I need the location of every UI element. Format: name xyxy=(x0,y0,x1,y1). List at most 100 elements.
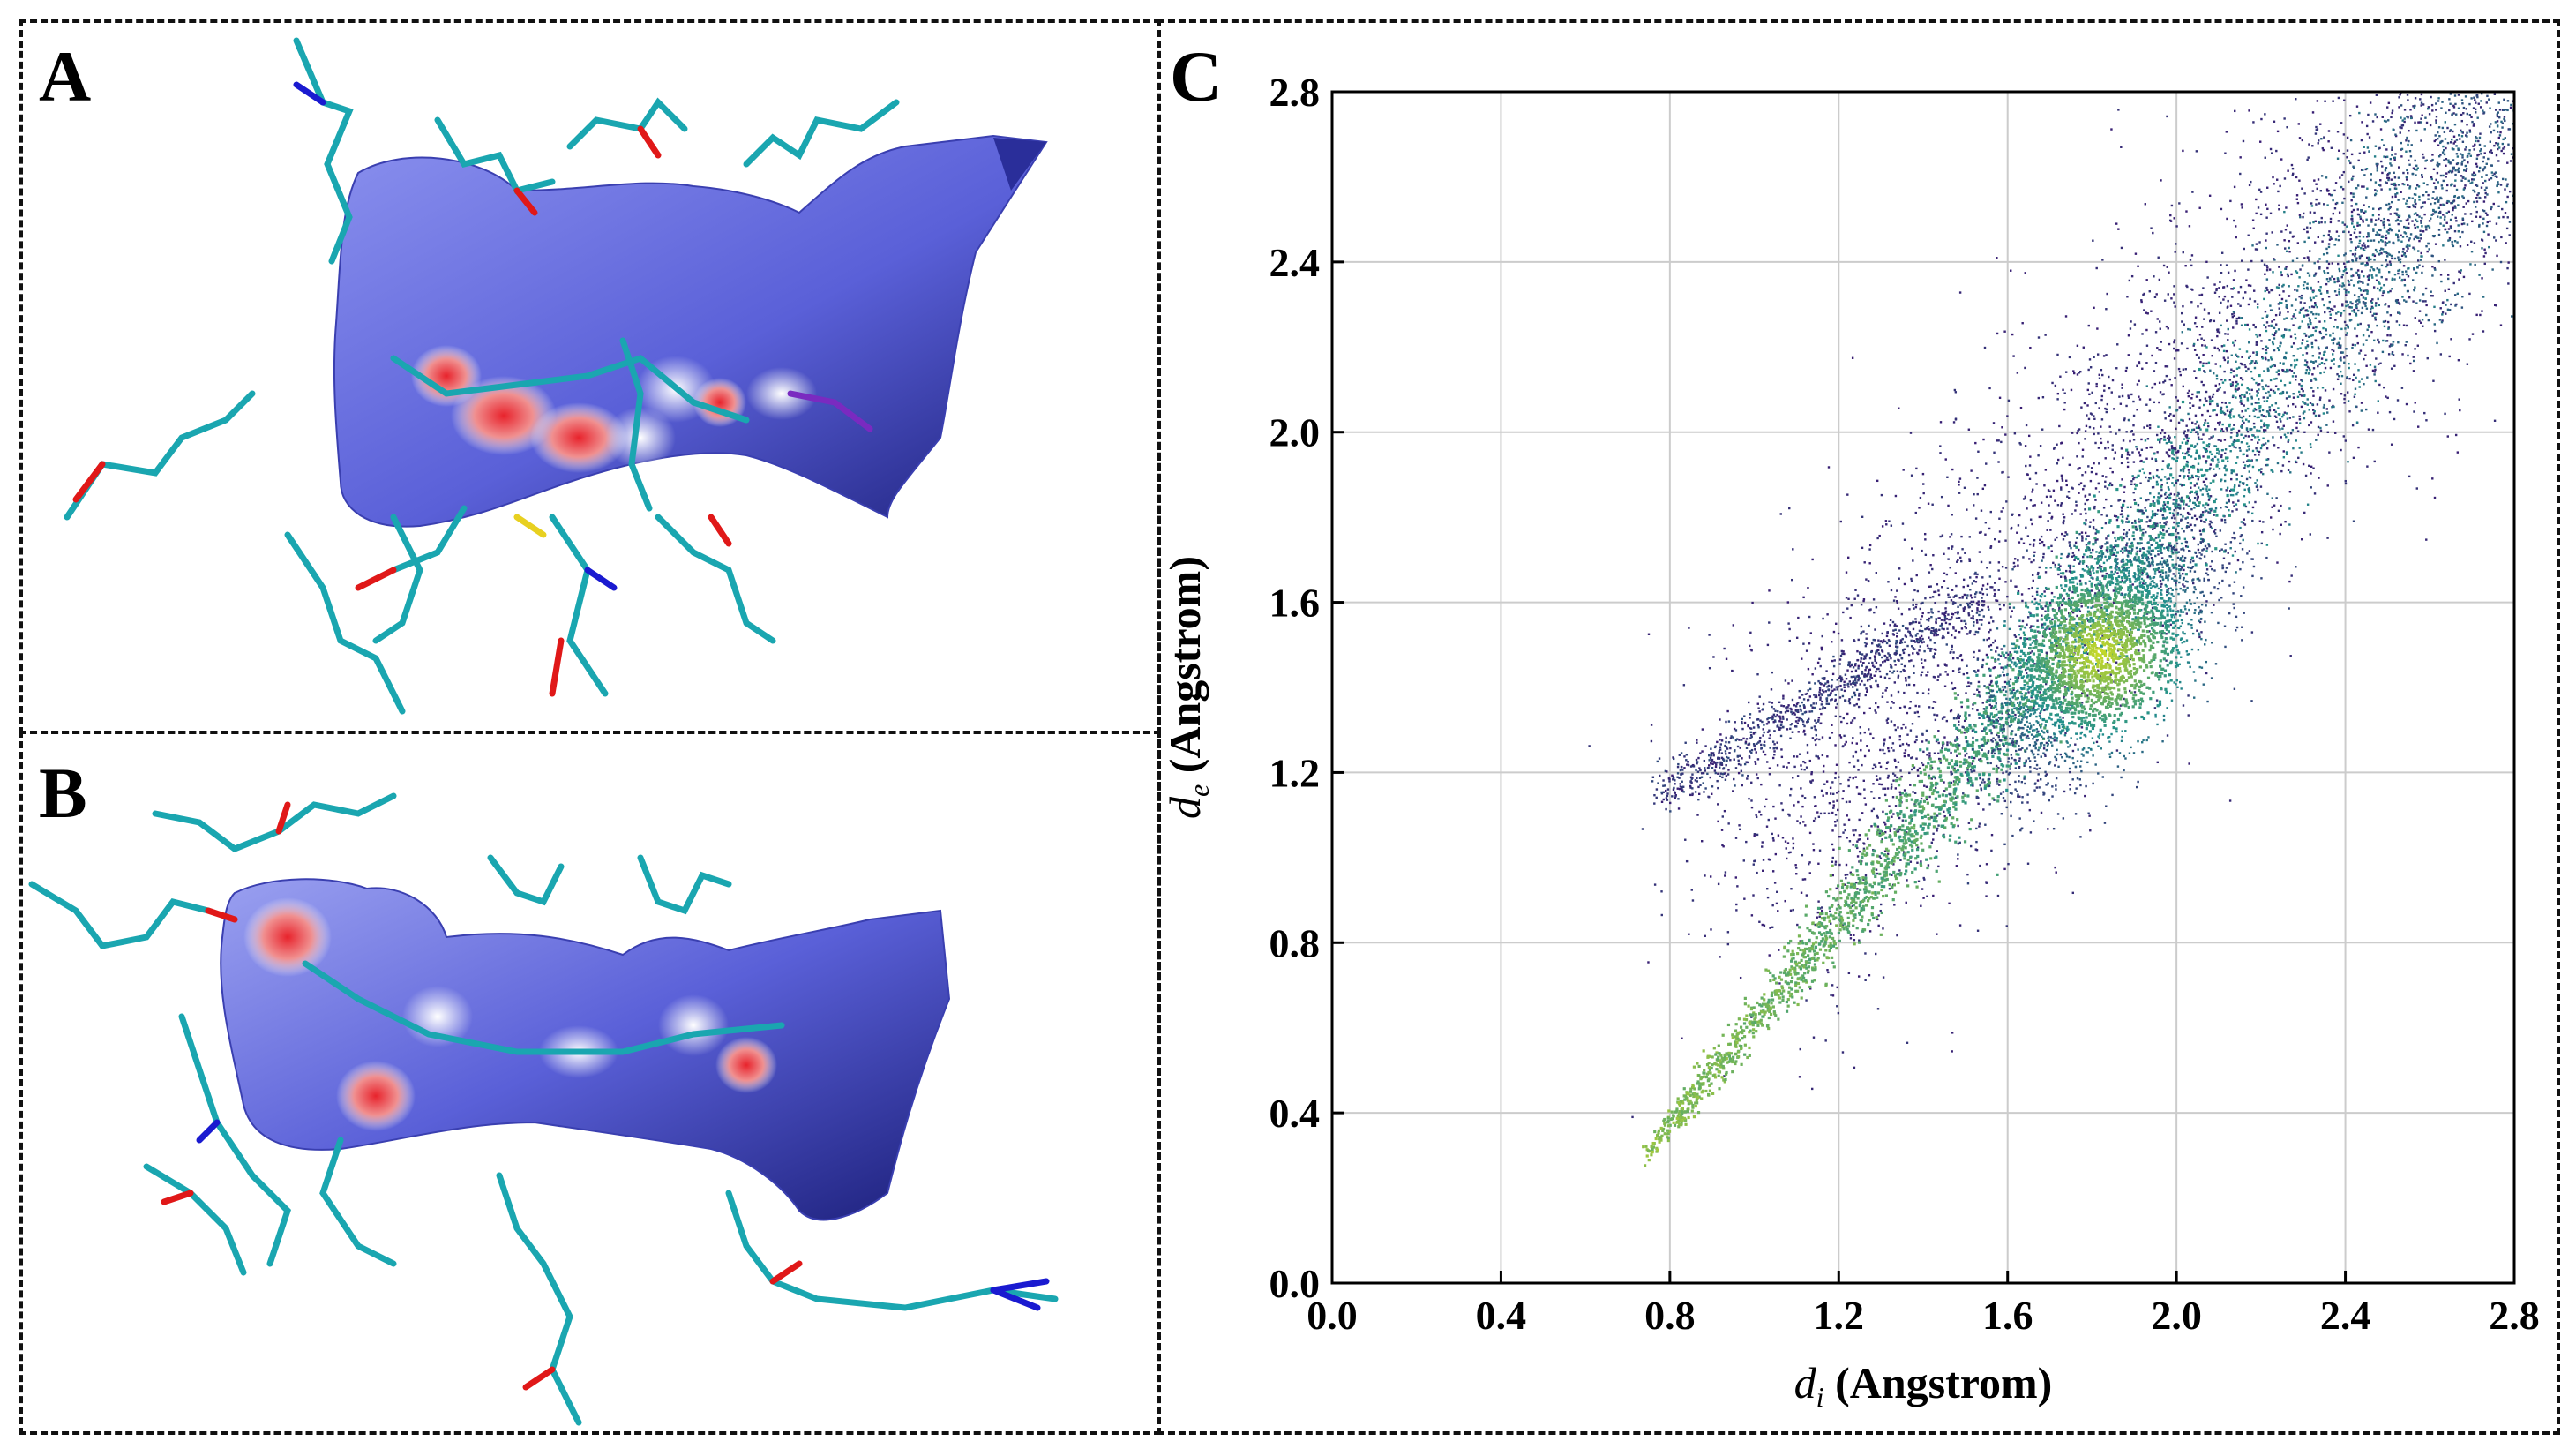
fingerprint-point xyxy=(1883,622,1886,625)
fingerprint-point xyxy=(2087,417,2091,421)
fingerprint-point xyxy=(2256,484,2259,487)
fingerprint-point xyxy=(2159,495,2162,498)
fingerprint-point xyxy=(2152,528,2154,530)
fingerprint-point xyxy=(1768,767,1771,769)
fingerprint-point xyxy=(2475,200,2479,203)
fingerprint-point xyxy=(2268,409,2272,412)
fingerprint-point xyxy=(2287,432,2289,434)
fingerprint-point xyxy=(2069,770,2071,774)
fingerprint-point xyxy=(2168,434,2170,438)
residue-sticks-a xyxy=(64,37,900,715)
fingerprint-point xyxy=(2228,498,2230,501)
fingerprint-point xyxy=(1816,811,1819,814)
fingerprint-point xyxy=(2479,313,2482,317)
fingerprint-point xyxy=(2222,557,2226,559)
fingerprint-point xyxy=(2371,369,2375,372)
fingerprint-point xyxy=(2423,213,2426,216)
fingerprint-point xyxy=(2475,210,2478,214)
fingerprint-point xyxy=(1884,520,1888,522)
fingerprint-point xyxy=(2403,252,2407,255)
fingerprint-point xyxy=(1889,828,1891,830)
fingerprint-point xyxy=(1966,778,1970,781)
fingerprint-point xyxy=(1870,809,1874,813)
fingerprint-point xyxy=(2076,373,2079,376)
fingerprint-point xyxy=(2114,451,2117,454)
fingerprint-point xyxy=(2190,301,2193,304)
fingerprint-point xyxy=(2123,537,2125,540)
fingerprint-point xyxy=(2187,694,2190,697)
fingerprint-point xyxy=(2222,298,2225,301)
fingerprint-point xyxy=(2222,356,2226,359)
fingerprint-point xyxy=(2197,477,2200,481)
fingerprint-point xyxy=(2346,156,2348,159)
fingerprint-point xyxy=(1838,836,1840,838)
fingerprint-point xyxy=(1750,799,1753,802)
fingerprint-point xyxy=(2437,162,2441,166)
fingerprint-point xyxy=(2456,451,2460,454)
fingerprint-point xyxy=(2408,475,2411,478)
fingerprint-point xyxy=(2440,320,2444,324)
fingerprint-point xyxy=(1943,572,1946,574)
fingerprint-point xyxy=(2244,291,2247,294)
fingerprint-point xyxy=(1947,547,1950,550)
fingerprint-point xyxy=(2334,319,2337,321)
fingerprint-point xyxy=(2160,349,2162,351)
fingerprint-point xyxy=(2497,160,2500,162)
fingerprint-point xyxy=(2280,504,2282,507)
fingerprint-point xyxy=(2256,248,2259,251)
fingerprint-point xyxy=(2014,713,2017,717)
fingerprint-point xyxy=(2242,522,2245,525)
fingerprint-point xyxy=(1839,783,1842,785)
fingerprint-point xyxy=(1689,1101,1693,1105)
fingerprint-point xyxy=(1976,621,1979,624)
fingerprint-point xyxy=(2229,488,2233,492)
fingerprint-point xyxy=(2333,325,2335,328)
fingerprint-point xyxy=(2157,553,2160,556)
fingerprint-point xyxy=(1799,822,1801,825)
fingerprint-point xyxy=(1882,976,1885,979)
fingerprint-point xyxy=(2376,116,2378,119)
fingerprint-point xyxy=(1893,828,1896,830)
fingerprint-point xyxy=(2385,203,2388,206)
fingerprint-point xyxy=(2333,189,2336,192)
fingerprint-point xyxy=(2278,307,2280,310)
fingerprint-point xyxy=(2264,113,2266,116)
fingerprint-point xyxy=(1885,687,1888,689)
fingerprint-point xyxy=(2223,439,2227,441)
fingerprint-point xyxy=(2118,395,2121,398)
fingerprint-point xyxy=(1920,673,1922,677)
fingerprint-point xyxy=(2246,454,2249,457)
fingerprint-point xyxy=(2461,102,2464,105)
fingerprint-point xyxy=(1721,844,1724,847)
fingerprint-point xyxy=(2067,491,2071,493)
fingerprint-point xyxy=(2152,475,2155,477)
fingerprint-point xyxy=(2041,626,2045,629)
fingerprint-point xyxy=(2303,281,2306,284)
fingerprint-point xyxy=(2024,668,2027,672)
fingerprint-point xyxy=(1890,785,1893,788)
fingerprint-point xyxy=(2205,444,2209,447)
fingerprint-point xyxy=(1979,864,1981,867)
fingerprint-point xyxy=(2197,305,2199,308)
fingerprint-point xyxy=(2009,702,2012,706)
fingerprint-point xyxy=(2022,498,2026,500)
fingerprint-point xyxy=(2139,482,2142,484)
fingerprint-point xyxy=(2287,169,2289,172)
fingerprint-point xyxy=(2281,464,2285,467)
fingerprint-point xyxy=(1903,829,1907,833)
fingerprint-point xyxy=(2071,610,2073,613)
fingerprint-point xyxy=(1890,657,1892,660)
fingerprint-point xyxy=(2175,451,2178,454)
fingerprint-point xyxy=(1863,711,1866,715)
fingerprint-point xyxy=(1946,673,1949,676)
fingerprint-point xyxy=(2093,462,2095,465)
fingerprint-point xyxy=(1840,639,1844,642)
fingerprint-point xyxy=(2086,694,2089,697)
fingerprint-point xyxy=(2318,398,2322,402)
fingerprint-point xyxy=(1893,904,1896,906)
fingerprint-point xyxy=(2083,553,2086,556)
fingerprint-point xyxy=(2054,764,2056,767)
fingerprint-point xyxy=(2201,344,2204,347)
fingerprint-point xyxy=(2388,260,2392,263)
fingerprint-point xyxy=(1753,859,1756,863)
